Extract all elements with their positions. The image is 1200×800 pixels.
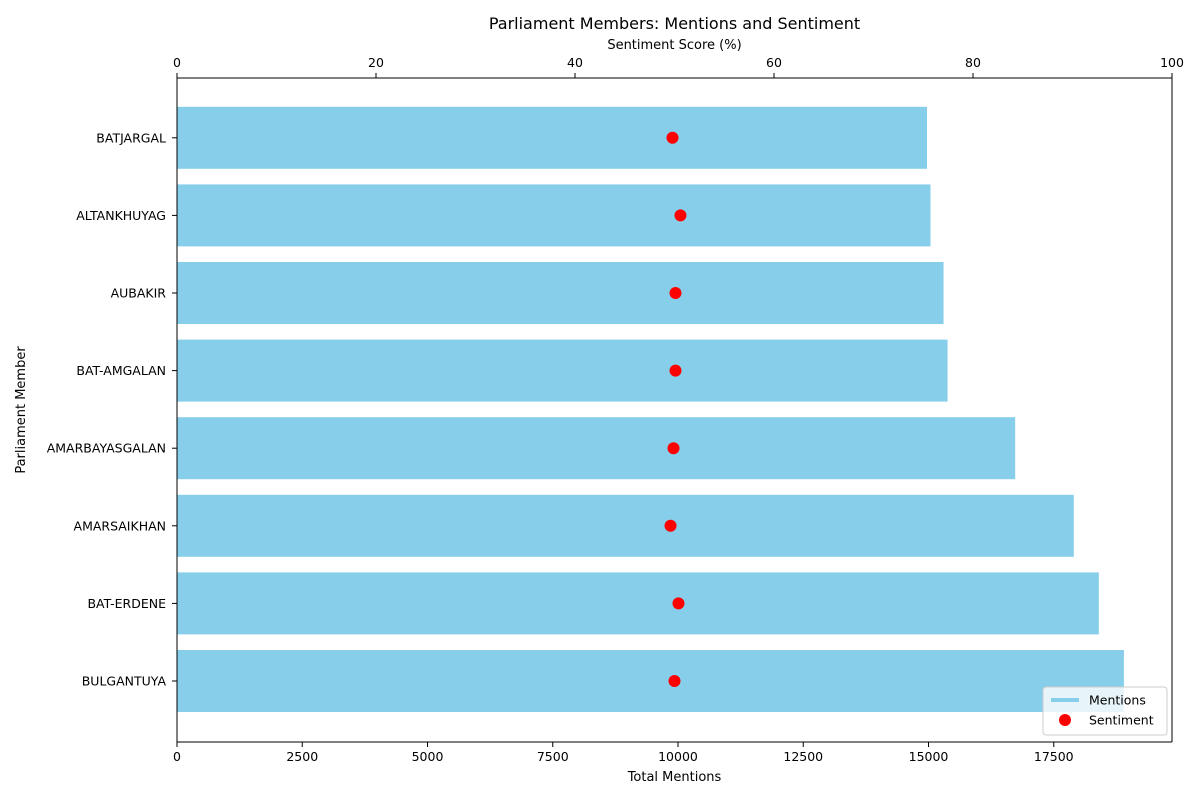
sentiment-point [674, 209, 687, 222]
legend-sentiment-swatch [1059, 714, 1071, 726]
sentiment-point [666, 131, 679, 144]
category-label: AMARBAYASGALAN [47, 441, 166, 456]
bars-layer [177, 106, 1124, 712]
top-axis-title: Sentiment Score (%) [607, 38, 741, 53]
x-tick-label: 0 [173, 749, 181, 764]
mentions-bar [177, 262, 944, 324]
x2-tick-label: 20 [368, 55, 384, 70]
sentiment-point [664, 519, 677, 532]
bottom-axis-title: Total Mentions [627, 770, 722, 785]
x-tick-label: 17500 [1034, 749, 1074, 764]
legend-mentions-label: Mentions [1089, 693, 1146, 708]
x2-tick-label: 60 [766, 55, 782, 70]
x2-tick-label: 0 [173, 55, 181, 70]
mentions-bar [177, 494, 1074, 557]
mentions-bar [177, 339, 948, 402]
sentiment-point [668, 675, 681, 687]
mentions-bar [177, 417, 1016, 480]
category-label: BAT-ERDENE [87, 596, 166, 611]
category-label: BATJARGAL [96, 130, 166, 145]
points-layer [664, 131, 687, 687]
category-label: AUBAKIR [111, 286, 167, 301]
category-label: AMARSAIKHAN [74, 518, 166, 533]
sentiment-point [667, 442, 680, 455]
mentions-bar [177, 184, 931, 247]
mentions-bar [177, 106, 928, 169]
x2-tick-label: 80 [965, 55, 981, 70]
sentiment-point [669, 364, 682, 377]
category-label: BAT-AMGALAN [76, 363, 166, 378]
sentiment-point [672, 597, 685, 610]
x-tick-label: 15000 [909, 749, 949, 764]
x-tick-label: 2500 [286, 749, 318, 764]
x-tick-label: 5000 [412, 749, 444, 764]
x-tick-label: 7500 [537, 749, 569, 764]
x2-tick-label: 40 [567, 55, 583, 70]
chart-title: Parliament Members: Mentions and Sentime… [489, 14, 860, 33]
axes-layer: 0 2500 5000 7500 10000 12500 15000 17500 0 20 40 60… [47, 55, 1184, 764]
x2-tick-label: 100 [1160, 55, 1184, 70]
sentiment-point [669, 287, 682, 299]
legend: Mentions Sentiment [1042, 686, 1168, 736]
mentions-bar [177, 572, 1099, 635]
category-label: BULGANTUYA [82, 674, 167, 689]
legend-sentiment-label: Sentiment [1089, 713, 1154, 728]
category-label: ALTANKHUYAG [76, 208, 166, 223]
mentions-bar [177, 650, 1124, 712]
x-tick-label: 10000 [658, 749, 698, 764]
y-axis-title: Parliament Member [14, 346, 29, 474]
x-tick-label: 12500 [783, 749, 823, 764]
